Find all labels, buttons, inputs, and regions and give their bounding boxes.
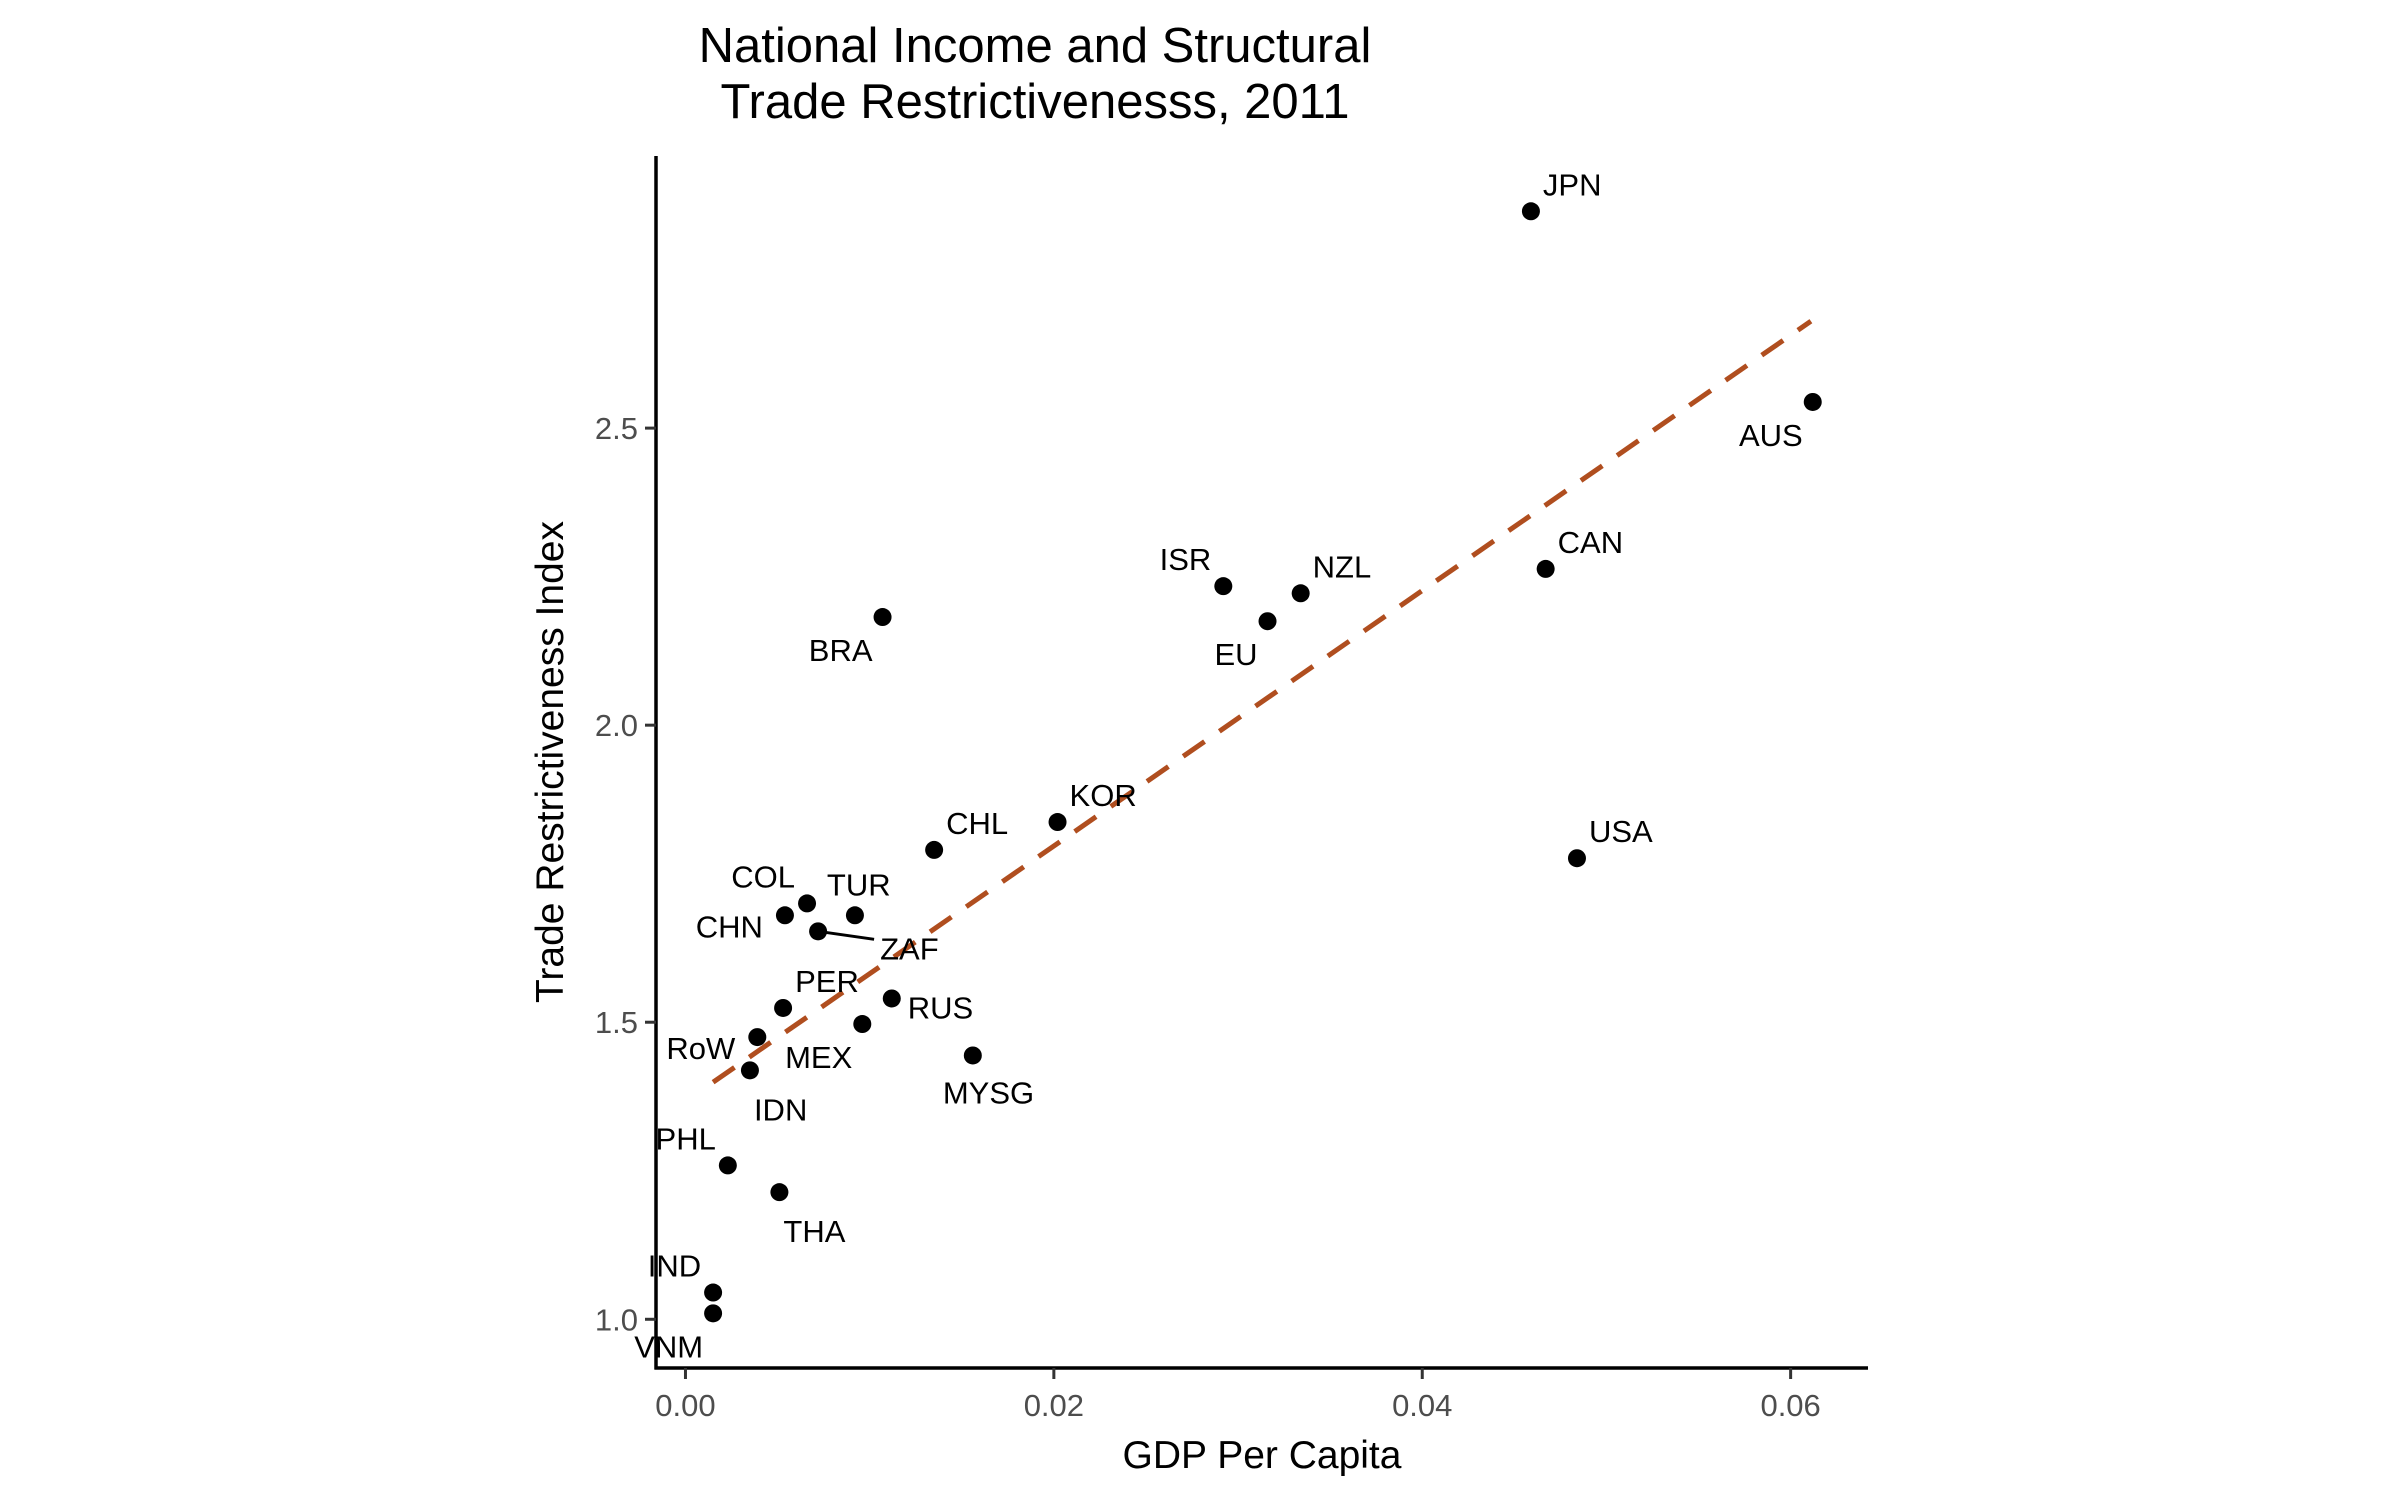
point-label: IDN <box>754 1092 807 1127</box>
y-tick-label: 1.0 <box>595 1302 638 1337</box>
data-point-ind <box>704 1283 723 1302</box>
x-tick-label: 0.04 <box>1392 1388 1452 1423</box>
point-label: BRA <box>809 633 873 668</box>
point-label: ZAF <box>880 931 939 966</box>
point-label: AUS <box>1739 418 1803 453</box>
x-tick-label: 0.00 <box>655 1388 715 1423</box>
data-point-mysg <box>963 1046 982 1065</box>
point-label: EU <box>1214 637 1257 672</box>
point-label: CHL <box>946 806 1008 841</box>
x-axis-title: GDP Per Capita <box>1123 1434 1402 1477</box>
data-point-per <box>774 998 793 1017</box>
data-point-tur <box>845 906 864 925</box>
point-label: THA <box>783 1214 845 1249</box>
data-point-mex <box>853 1015 872 1034</box>
data-point-can <box>1536 559 1555 578</box>
point-label: TUR <box>827 867 891 902</box>
point-label: MYSG <box>943 1075 1034 1110</box>
axes <box>654 156 1868 1370</box>
points-layer <box>704 202 1822 1323</box>
data-point-aus <box>1803 392 1822 411</box>
data-point-usa <box>1567 849 1586 868</box>
data-point-col <box>798 894 817 913</box>
point-labels-layer: JPN AUS CAN ISR NZL EU BRA KOR CHL USA COL CHN TUR ZA… <box>634 167 1803 1364</box>
data-point-nzl <box>1291 584 1310 603</box>
point-label: USA <box>1589 814 1653 849</box>
y-tick-label: 2.0 <box>595 708 638 743</box>
x-tick-label: 0.06 <box>1760 1388 1820 1423</box>
y-axis-ticks: 1.0 1.5 2.0 2.5 <box>595 411 656 1337</box>
trend-line-layer <box>711 319 1813 1085</box>
data-point-kor <box>1048 813 1067 832</box>
data-point-idn <box>740 1061 759 1080</box>
point-label: RUS <box>908 990 973 1025</box>
point-label: PHL <box>656 1121 716 1156</box>
point-label: JPN <box>1543 167 1602 202</box>
data-point-row <box>748 1028 767 1047</box>
data-point-vnm <box>704 1304 723 1323</box>
data-point-rus <box>882 989 901 1008</box>
y-tick-label: 1.5 <box>595 1005 638 1040</box>
y-tick-label: 2.5 <box>595 411 638 446</box>
point-label: RoW <box>666 1031 736 1066</box>
point-label: MEX <box>785 1040 853 1075</box>
data-point-tha <box>770 1183 789 1202</box>
x-tick-label: 0.02 <box>1024 1388 1084 1423</box>
trend-line <box>711 319 1813 1085</box>
point-label: CHN <box>696 909 763 944</box>
data-point-isr <box>1214 577 1233 596</box>
point-label: KOR <box>1070 778 1137 813</box>
x-axis-ticks: 0.00 0.02 0.04 0.06 <box>655 1368 1821 1423</box>
point-label: ISR <box>1160 542 1212 577</box>
data-point-jpn <box>1521 202 1540 221</box>
data-point-chl <box>925 840 944 859</box>
point-label: VNM <box>634 1329 703 1364</box>
data-point-phl <box>718 1156 737 1175</box>
data-point-bra <box>873 608 892 627</box>
point-label: PER <box>795 964 859 999</box>
chart-title-line-1: National Income and Structural <box>699 19 1372 73</box>
label-segment <box>817 929 875 941</box>
data-point-chn <box>775 906 794 925</box>
y-axis-title: Trade Restrictiveness Index <box>529 521 572 1003</box>
point-label: CAN <box>1558 525 1623 560</box>
point-label: NZL <box>1313 549 1372 584</box>
chart-title-line-2: Trade Restrictivenesss, 2011 <box>720 75 1349 129</box>
point-label: COL <box>731 859 795 894</box>
data-point-eu <box>1258 612 1277 631</box>
chart-title: National Income and Structural Trade Res… <box>699 19 1372 129</box>
